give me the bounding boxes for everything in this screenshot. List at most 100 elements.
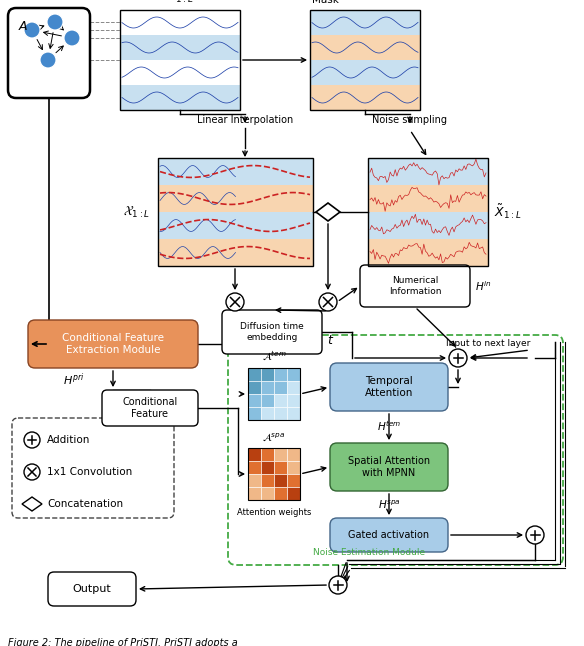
Bar bbox=[274, 394, 287, 407]
Circle shape bbox=[64, 30, 80, 46]
Bar bbox=[261, 474, 274, 487]
Bar bbox=[248, 448, 261, 461]
Bar bbox=[368, 212, 488, 239]
Bar bbox=[310, 85, 420, 110]
FancyBboxPatch shape bbox=[330, 518, 448, 552]
Bar bbox=[287, 487, 300, 500]
Bar bbox=[261, 487, 274, 500]
Text: Temporal
Attention: Temporal Attention bbox=[365, 376, 413, 398]
FancyBboxPatch shape bbox=[360, 265, 470, 307]
Circle shape bbox=[47, 14, 63, 30]
Bar bbox=[274, 368, 287, 381]
Circle shape bbox=[319, 293, 337, 311]
Text: Gated activation: Gated activation bbox=[349, 530, 430, 540]
Polygon shape bbox=[22, 497, 42, 511]
Bar bbox=[274, 448, 287, 461]
Circle shape bbox=[526, 526, 544, 544]
Bar bbox=[120, 10, 240, 110]
FancyBboxPatch shape bbox=[222, 310, 322, 354]
Circle shape bbox=[24, 22, 40, 38]
Bar bbox=[261, 394, 274, 407]
Bar bbox=[158, 239, 313, 266]
Bar bbox=[287, 394, 300, 407]
FancyBboxPatch shape bbox=[102, 390, 198, 426]
Bar bbox=[261, 448, 274, 461]
Bar bbox=[158, 185, 313, 212]
Circle shape bbox=[449, 349, 467, 367]
Bar bbox=[248, 474, 261, 487]
Text: $A$: $A$ bbox=[18, 20, 29, 33]
Text: $H^{in}$: $H^{in}$ bbox=[475, 279, 492, 293]
Text: Addition: Addition bbox=[47, 435, 91, 445]
Bar bbox=[158, 212, 313, 239]
Bar bbox=[368, 185, 488, 212]
Text: Conditional Feature
Extraction Module: Conditional Feature Extraction Module bbox=[62, 333, 164, 355]
FancyBboxPatch shape bbox=[8, 8, 90, 98]
Circle shape bbox=[40, 52, 56, 68]
Text: Numerical
Information: Numerical Information bbox=[389, 276, 442, 296]
Text: $H^{tem}$: $H^{tem}$ bbox=[377, 419, 401, 433]
Bar bbox=[120, 10, 240, 35]
Bar bbox=[274, 487, 287, 500]
Bar bbox=[287, 474, 300, 487]
Bar bbox=[287, 368, 300, 381]
Bar bbox=[120, 35, 240, 60]
FancyBboxPatch shape bbox=[330, 363, 448, 411]
Bar bbox=[248, 461, 261, 474]
Text: 1x1 Convolution: 1x1 Convolution bbox=[47, 467, 132, 477]
FancyBboxPatch shape bbox=[28, 320, 198, 368]
Bar bbox=[158, 158, 313, 266]
Bar bbox=[310, 60, 420, 85]
Text: Attention weights: Attention weights bbox=[237, 508, 311, 517]
Bar bbox=[368, 158, 488, 185]
Text: Figure 2: The pipeline of PriSTI. PriSTI adopts a: Figure 2: The pipeline of PriSTI. PriSTI… bbox=[8, 638, 238, 646]
Bar bbox=[120, 60, 240, 85]
Text: Concatenation: Concatenation bbox=[47, 499, 123, 509]
Text: $X_{1:L}$: $X_{1:L}$ bbox=[166, 0, 194, 5]
Bar bbox=[274, 381, 287, 394]
Bar bbox=[310, 10, 420, 35]
Bar bbox=[158, 158, 313, 185]
Bar bbox=[287, 381, 300, 394]
Bar bbox=[310, 10, 420, 110]
Text: $\mathcal{A}^{tem}$: $\mathcal{A}^{tem}$ bbox=[262, 350, 286, 363]
Text: Diffusion time
embedding: Diffusion time embedding bbox=[240, 322, 304, 342]
Text: Input to next layer: Input to next layer bbox=[446, 339, 530, 348]
Text: Noise Estimation Module: Noise Estimation Module bbox=[312, 548, 425, 557]
Bar bbox=[274, 461, 287, 474]
Bar bbox=[287, 461, 300, 474]
FancyBboxPatch shape bbox=[48, 572, 136, 606]
Text: Noise sampling: Noise sampling bbox=[373, 115, 447, 125]
Text: $\mathcal{X}_{1:L}$: $\mathcal{X}_{1:L}$ bbox=[123, 204, 150, 220]
Bar bbox=[368, 239, 488, 266]
Bar bbox=[248, 368, 261, 381]
Text: $\mathcal{A}^{spa}$: $\mathcal{A}^{spa}$ bbox=[262, 432, 286, 443]
Bar bbox=[248, 407, 261, 420]
Circle shape bbox=[24, 432, 40, 448]
Circle shape bbox=[329, 576, 347, 594]
FancyBboxPatch shape bbox=[330, 443, 448, 491]
Bar bbox=[274, 474, 287, 487]
Text: $H^{spa}$: $H^{spa}$ bbox=[377, 499, 401, 512]
Bar bbox=[287, 407, 300, 420]
Text: Output: Output bbox=[72, 584, 112, 594]
Bar bbox=[248, 487, 261, 500]
Polygon shape bbox=[316, 203, 340, 221]
Text: Conditional
Feature: Conditional Feature bbox=[123, 397, 178, 419]
Bar bbox=[248, 381, 261, 394]
Bar bbox=[248, 368, 300, 420]
Text: Mask: Mask bbox=[312, 0, 339, 5]
Bar bbox=[261, 461, 274, 474]
Bar bbox=[287, 448, 300, 461]
Bar bbox=[261, 368, 274, 381]
Bar bbox=[261, 381, 274, 394]
Bar bbox=[261, 407, 274, 420]
Text: Linear Interpolation: Linear Interpolation bbox=[197, 115, 293, 125]
Bar bbox=[248, 448, 300, 500]
Text: $H^{pri}$: $H^{pri}$ bbox=[63, 371, 85, 388]
Bar bbox=[248, 394, 261, 407]
Bar bbox=[368, 158, 488, 266]
Text: $t$: $t$ bbox=[327, 334, 334, 348]
Circle shape bbox=[226, 293, 244, 311]
Bar bbox=[274, 407, 287, 420]
